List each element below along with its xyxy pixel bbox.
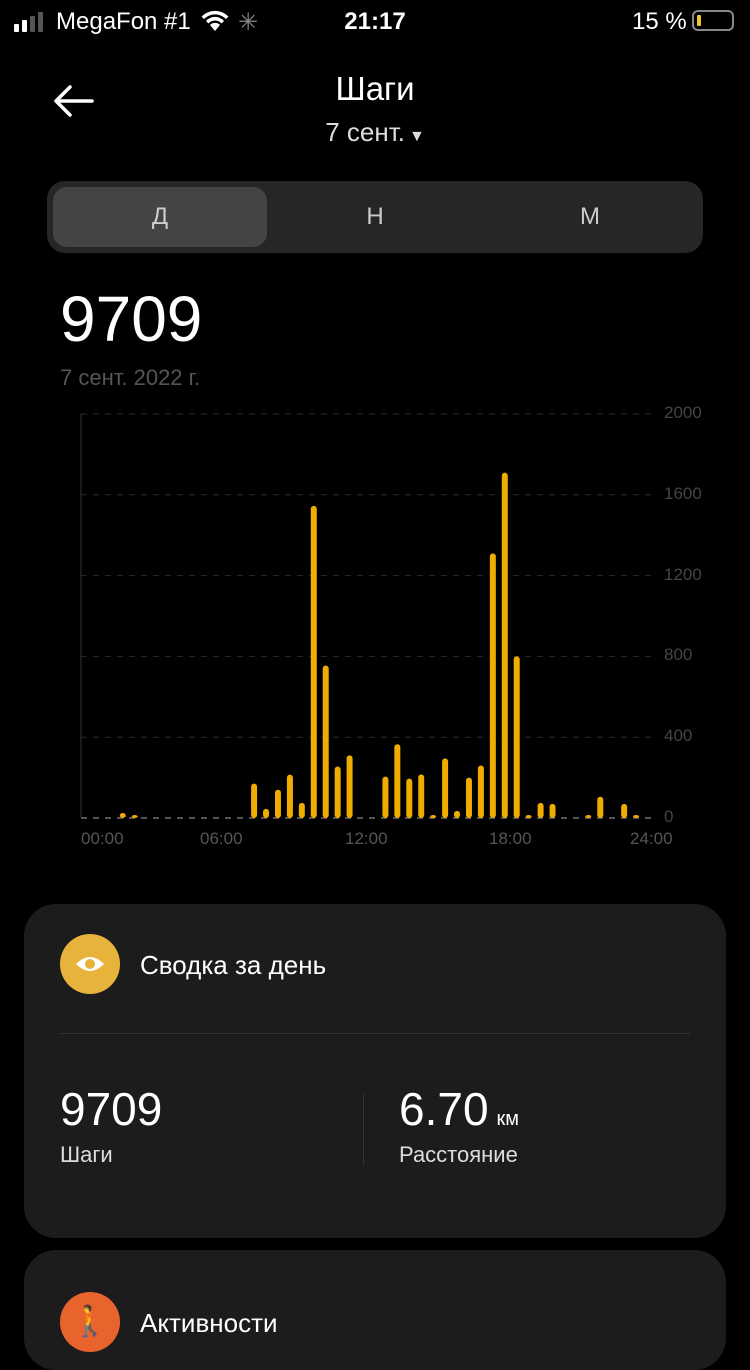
steps-value: 9709	[60, 1083, 163, 1135]
bar	[537, 802, 544, 818]
x-tick-label: 06:00	[200, 829, 243, 848]
bar	[454, 810, 461, 818]
activities-card[interactable]: 🚶 Активности	[24, 1250, 726, 1370]
bar	[477, 765, 484, 818]
y-tick-label: 2000	[664, 403, 702, 422]
bar	[597, 796, 604, 818]
y-tick-label: 1200	[664, 564, 702, 584]
bar	[442, 758, 449, 818]
bar	[119, 812, 126, 818]
x-tick-label: 18:00	[489, 829, 532, 848]
date-selector[interactable]: 7 сент. ▼	[0, 117, 750, 148]
distance-number: 6.70	[399, 1083, 489, 1135]
bar	[513, 656, 520, 818]
bar	[501, 472, 508, 818]
y-tick-label: 0	[664, 807, 674, 826]
battery-percent: 15 %	[632, 8, 687, 35]
bar	[585, 815, 592, 818]
carrier: MegaFon #1	[56, 8, 191, 35]
battery-icon	[692, 10, 734, 31]
back-button[interactable]	[52, 84, 94, 123]
bar	[286, 774, 293, 818]
distance-value: 6.70 км	[399, 1082, 519, 1136]
bar	[418, 774, 425, 818]
bar	[465, 777, 472, 818]
bar	[394, 744, 401, 818]
divider	[60, 1033, 690, 1034]
page-title: Шаги	[335, 70, 415, 107]
caret-down-icon: ▼	[408, 128, 425, 145]
period-tabs: Д Н М	[47, 181, 703, 253]
tab-week[interactable]: Н	[366, 203, 384, 230]
bar	[263, 808, 270, 818]
bar	[274, 789, 281, 818]
x-tick-label: 12:00	[345, 829, 388, 848]
distance-label: Расстояние	[399, 1142, 518, 1167]
arrow-left-icon	[54, 85, 94, 117]
date-label: 7 сент.	[325, 117, 405, 147]
card-title: Активности	[140, 1308, 278, 1338]
day-summary-card: Сводка за день 9709 Шаги 6.70 км Расстоян…	[24, 904, 726, 1238]
wifi-icon	[201, 10, 229, 31]
y-tick-label: 400	[664, 726, 693, 746]
bar	[525, 815, 532, 818]
loading-icon: ✳	[238, 9, 259, 36]
tab-month[interactable]: М	[580, 203, 600, 230]
bar	[346, 755, 353, 818]
card-title: Сводка за день	[140, 950, 327, 980]
bar	[633, 814, 640, 818]
bar	[406, 778, 413, 818]
bar	[334, 766, 341, 818]
y-tick-label: 800	[664, 645, 693, 665]
x-tick-label: 24:00	[630, 829, 673, 848]
steps-chart	[80, 413, 654, 819]
summary-date: 7 сент. 2022 г.	[60, 365, 201, 390]
x-tick-label: 00:00	[81, 829, 124, 848]
distance-unit: км	[496, 1108, 520, 1130]
bar	[251, 783, 258, 818]
steps-label: Шаги	[60, 1142, 113, 1167]
bar	[310, 505, 317, 818]
bar	[382, 776, 389, 818]
bar	[489, 553, 496, 818]
divider	[363, 1094, 364, 1166]
status-bar: MegaFon #1 ✳ 21:17 15 %	[0, 0, 750, 44]
bar	[131, 815, 138, 818]
tab-day[interactable]: Д	[53, 187, 267, 247]
bar	[322, 665, 329, 818]
y-tick-label: 1600	[664, 483, 702, 503]
walking-icon: 🚶	[60, 1292, 120, 1352]
eye-icon	[60, 934, 120, 994]
bar	[430, 815, 437, 818]
bar	[621, 803, 628, 818]
signal-icon	[14, 12, 43, 32]
bar	[298, 802, 305, 818]
clock: 21:17	[344, 8, 406, 35]
total-steps: 9709	[60, 283, 203, 355]
bar	[549, 803, 556, 818]
